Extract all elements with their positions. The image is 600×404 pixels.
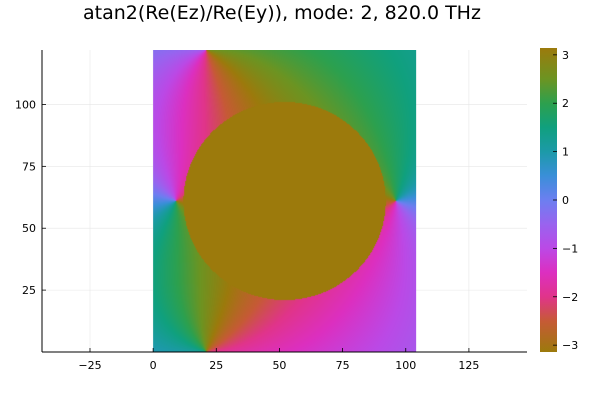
colorbar-tick-label: −1 bbox=[562, 242, 578, 255]
colorbar-tick-label: −2 bbox=[562, 291, 578, 304]
x-tick-label: 50 bbox=[272, 359, 286, 372]
colorbar-ticks: −3 −2 −1 0 1 2 3 bbox=[553, 49, 578, 352]
x-tick-labels: −25 0 25 50 75 100 125 bbox=[78, 348, 479, 372]
x-tick-label: 75 bbox=[336, 359, 350, 372]
colorbar-tick-label: 0 bbox=[562, 194, 569, 207]
y-tick-label: 75 bbox=[22, 160, 36, 173]
y-tick-label: 25 bbox=[22, 284, 36, 297]
y-tick-label: 50 bbox=[22, 222, 36, 235]
x-tick-label: 100 bbox=[395, 359, 416, 372]
y-tick-labels: 25 50 75 100 bbox=[15, 98, 46, 297]
y-tick-label: 100 bbox=[15, 98, 36, 111]
heatmap-image bbox=[153, 50, 417, 352]
colorbar-tick-label: −3 bbox=[562, 339, 578, 352]
x-tick-label: 0 bbox=[150, 359, 157, 372]
plot-axes bbox=[41, 50, 527, 353]
x-tick-label: 125 bbox=[458, 359, 479, 372]
x-tick-label: 25 bbox=[209, 359, 223, 372]
chart-title: atan2(Re(Ez)/Re(Ey)), mode: 2, 820.0 THz bbox=[83, 2, 481, 24]
colorbar bbox=[540, 48, 557, 352]
colorbar-tick-label: 3 bbox=[562, 49, 569, 62]
colorbar-tick-label: 1 bbox=[562, 146, 569, 159]
x-tick-label: −25 bbox=[78, 359, 101, 372]
colorbar-tick-label: 2 bbox=[562, 97, 569, 110]
